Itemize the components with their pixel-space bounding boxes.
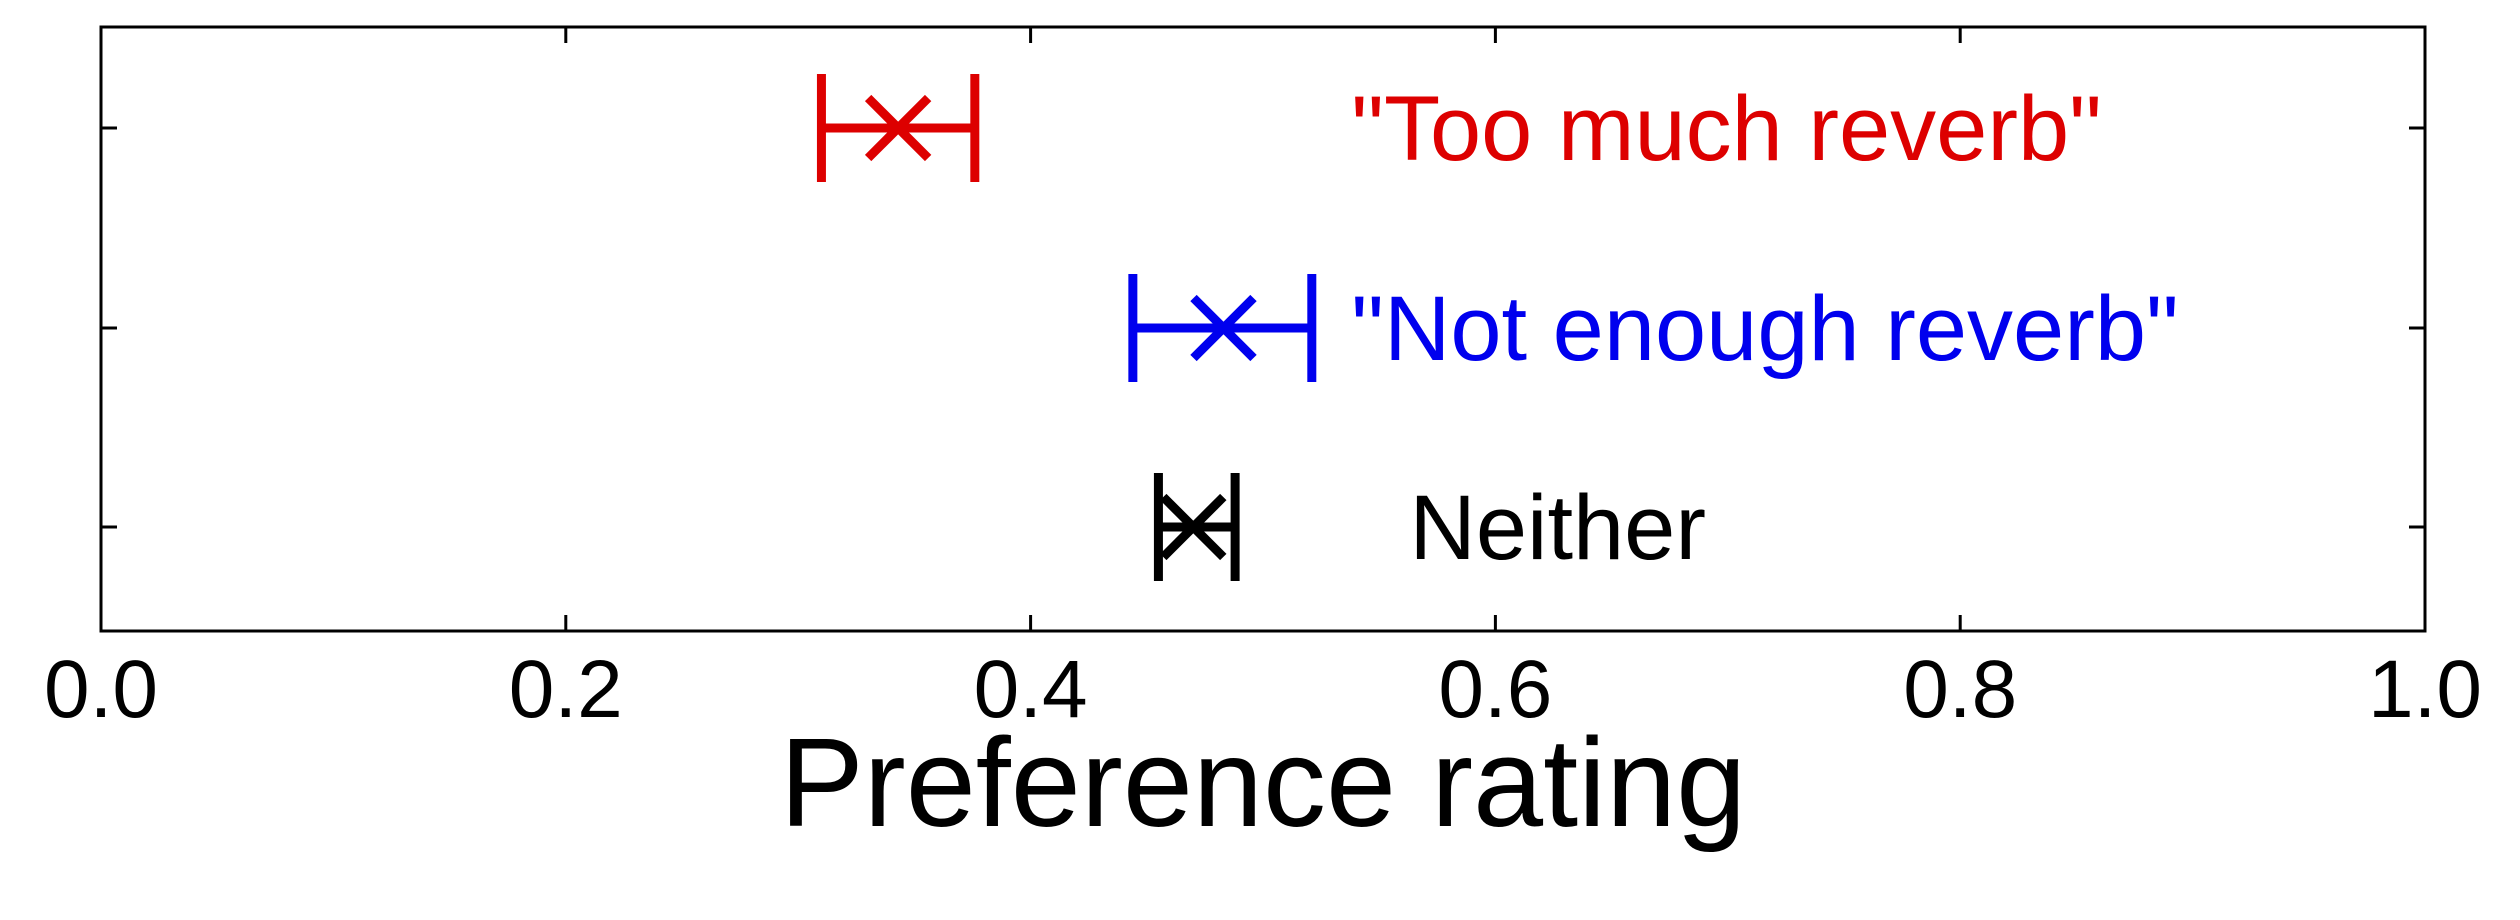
mean-marker-x xyxy=(864,94,932,162)
series-label: "Too much reverb" xyxy=(1351,78,2102,180)
series-label: "Not enough reverb" xyxy=(1351,278,2178,380)
errorbar-series: "Too much reverb" "Not enough reverb" Neit… xyxy=(816,74,2179,581)
x-tick-label: 0.8 xyxy=(1903,644,2017,735)
x-tick-label: 0.0 xyxy=(44,644,158,735)
mean-marker-x xyxy=(1160,493,1227,561)
x-tick-label: 0.4 xyxy=(974,644,1088,735)
y-ticks xyxy=(101,126,2425,529)
mean-marker-x xyxy=(1190,294,1257,362)
x-tick-label: 1.0 xyxy=(2368,644,2482,735)
x-tick-label: 0.2 xyxy=(509,644,623,735)
x-tick-label: 0.6 xyxy=(1438,644,1552,735)
series-label: Neither xyxy=(1409,477,1706,579)
x-axis-title: Preference rating xyxy=(780,712,1747,853)
x-axis-ticks: 0.0 0.2 0.4 0.6 0.8 1.0 xyxy=(44,27,2482,735)
